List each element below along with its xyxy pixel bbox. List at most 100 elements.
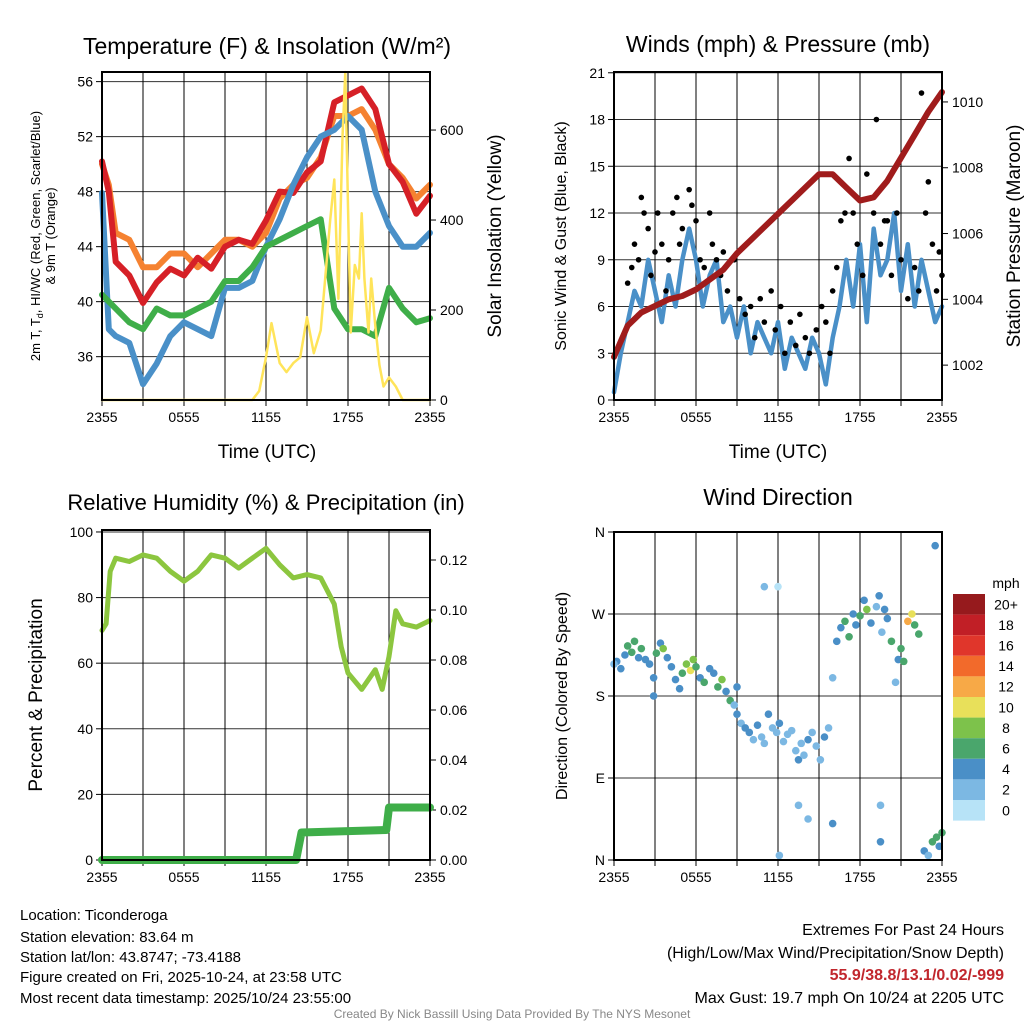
temperature-y-axis-label-line2: & 9m T (Orange) bbox=[43, 187, 58, 284]
wind-direction-point bbox=[887, 637, 896, 646]
wind-direction-point bbox=[876, 837, 885, 846]
gust-point bbox=[873, 116, 880, 123]
x-tick-label: 0555 bbox=[680, 869, 711, 885]
wind-direction-point bbox=[876, 801, 885, 810]
right-y-tick-label: 0.08 bbox=[440, 652, 467, 668]
wind-direction-point bbox=[772, 728, 781, 737]
wind-direction-y-axis-label: Direction (Colored By Speed) bbox=[554, 592, 571, 800]
gust-point bbox=[659, 241, 665, 247]
gust-point bbox=[864, 171, 870, 177]
series-hi-wc bbox=[99, 113, 433, 388]
wind-direction-point bbox=[787, 726, 796, 735]
wind-direction-point bbox=[645, 660, 654, 668]
gust-point bbox=[782, 350, 788, 357]
gust-point bbox=[850, 210, 856, 216]
wind-direction-point bbox=[722, 687, 730, 696]
wind-direction-point bbox=[897, 644, 905, 653]
wind-direction-point bbox=[649, 692, 658, 700]
location-text: Location: Ticonderoga bbox=[20, 907, 168, 924]
wind-direction-point bbox=[820, 733, 829, 741]
panel-1: 2355 0555 1155 1755 235503691215182110021004… bbox=[589, 65, 983, 425]
temperature-chart-title: Temperature (F) & Insolation (W/m²) bbox=[83, 33, 451, 59]
pressure-y-axis-label: Station Pressure (Maroon) bbox=[1004, 125, 1024, 348]
gust-point bbox=[663, 288, 669, 294]
legend-label: 2 bbox=[1002, 782, 1010, 798]
plot-frame bbox=[613, 531, 943, 861]
wind-direction-point bbox=[908, 610, 916, 618]
right-y-tick-label: 0 bbox=[440, 392, 448, 408]
right-y-tick-label: 1004 bbox=[952, 291, 983, 307]
series-station-pressure bbox=[611, 89, 945, 360]
wind-direction-point bbox=[899, 657, 908, 666]
gust-point bbox=[772, 327, 779, 333]
gust-point bbox=[693, 218, 699, 224]
legend-label: 10 bbox=[998, 699, 1014, 715]
x-tick-label: 1155 bbox=[763, 409, 793, 425]
gust-point bbox=[797, 311, 803, 318]
gust-point bbox=[806, 350, 813, 357]
right-y-tick-label: 0.00 bbox=[440, 852, 467, 868]
wind-direction-point bbox=[828, 673, 837, 682]
legend-label: 6 bbox=[1002, 741, 1010, 757]
humidity-y-axis-label: Percent & Precipitation bbox=[26, 598, 47, 791]
recent-data-text: Most recent data timestamp: 2025/10/24 2… bbox=[20, 990, 351, 1007]
wind-direction-point bbox=[828, 819, 837, 828]
legend-swatch bbox=[953, 655, 985, 677]
gust-point bbox=[669, 210, 676, 216]
gust-point bbox=[911, 264, 918, 271]
winds-y-axis-label: Sonic Wind & Gust (Blue, Black) bbox=[553, 121, 570, 350]
wind-direction-point bbox=[775, 719, 784, 728]
legend-label: 4 bbox=[1002, 761, 1010, 777]
temperature-y-axis-label: 2m T, Td, HI/WC (Red, Green, Scarlet/Blu… bbox=[28, 111, 45, 361]
gust-point bbox=[706, 210, 713, 216]
y-tick-label: S bbox=[596, 688, 605, 704]
gust-point bbox=[624, 280, 631, 286]
y-tick-label: 21 bbox=[589, 65, 605, 81]
gust-point bbox=[846, 155, 852, 162]
wind-direction-point bbox=[845, 632, 853, 641]
wind-direction-point bbox=[849, 610, 857, 618]
y-tick-label: 18 bbox=[589, 112, 605, 128]
gust-point bbox=[925, 179, 932, 185]
x-tick-label: 0555 bbox=[680, 409, 711, 425]
x-tick-label: 1755 bbox=[844, 869, 875, 885]
right-y-tick-label: 1008 bbox=[952, 160, 983, 176]
elevation-text: Station elevation: 83.64 m bbox=[20, 929, 193, 946]
gust-point bbox=[761, 319, 768, 325]
gust-point bbox=[641, 210, 647, 216]
legend-label: 12 bbox=[998, 679, 1014, 695]
x-tick-label: 1755 bbox=[844, 409, 875, 425]
wind-direction-point bbox=[800, 751, 808, 760]
gust-point bbox=[713, 256, 720, 263]
legend-swatch bbox=[953, 635, 985, 656]
y-tick-label: 100 bbox=[70, 524, 94, 540]
x-tick-label: 2355 bbox=[598, 869, 629, 885]
wind-direction-point bbox=[779, 737, 788, 746]
series-sonic-wind bbox=[611, 210, 945, 395]
wind-direction-point bbox=[730, 701, 739, 709]
gust-point bbox=[648, 272, 654, 279]
y-tick-label: 52 bbox=[77, 129, 93, 145]
legend-label: 20+ bbox=[994, 596, 1018, 612]
gust-point bbox=[645, 225, 651, 232]
y-tick-label: 40 bbox=[77, 294, 93, 310]
gust-point bbox=[842, 210, 848, 216]
wind-direction-point bbox=[797, 739, 806, 748]
wind-direction-point bbox=[932, 833, 941, 842]
y-tick-label: 6 bbox=[597, 299, 605, 315]
wind-direction-point bbox=[880, 605, 889, 614]
wind-direction-point bbox=[678, 669, 687, 678]
y-tick-label: 12 bbox=[589, 205, 605, 221]
legend-label: 8 bbox=[1002, 720, 1010, 736]
wind-direction-point bbox=[775, 851, 784, 860]
wind-direction-point bbox=[812, 742, 821, 750]
y-tick-label: 44 bbox=[77, 239, 93, 255]
gust-point bbox=[654, 210, 661, 216]
gust-point bbox=[751, 334, 758, 341]
gust-point bbox=[877, 241, 884, 247]
wind-direction-point bbox=[630, 637, 639, 646]
wind-direction-point bbox=[675, 684, 684, 693]
insolation-y-axis-label: Solar Insolation (Yellow) bbox=[485, 134, 506, 337]
gust-point bbox=[838, 218, 844, 224]
